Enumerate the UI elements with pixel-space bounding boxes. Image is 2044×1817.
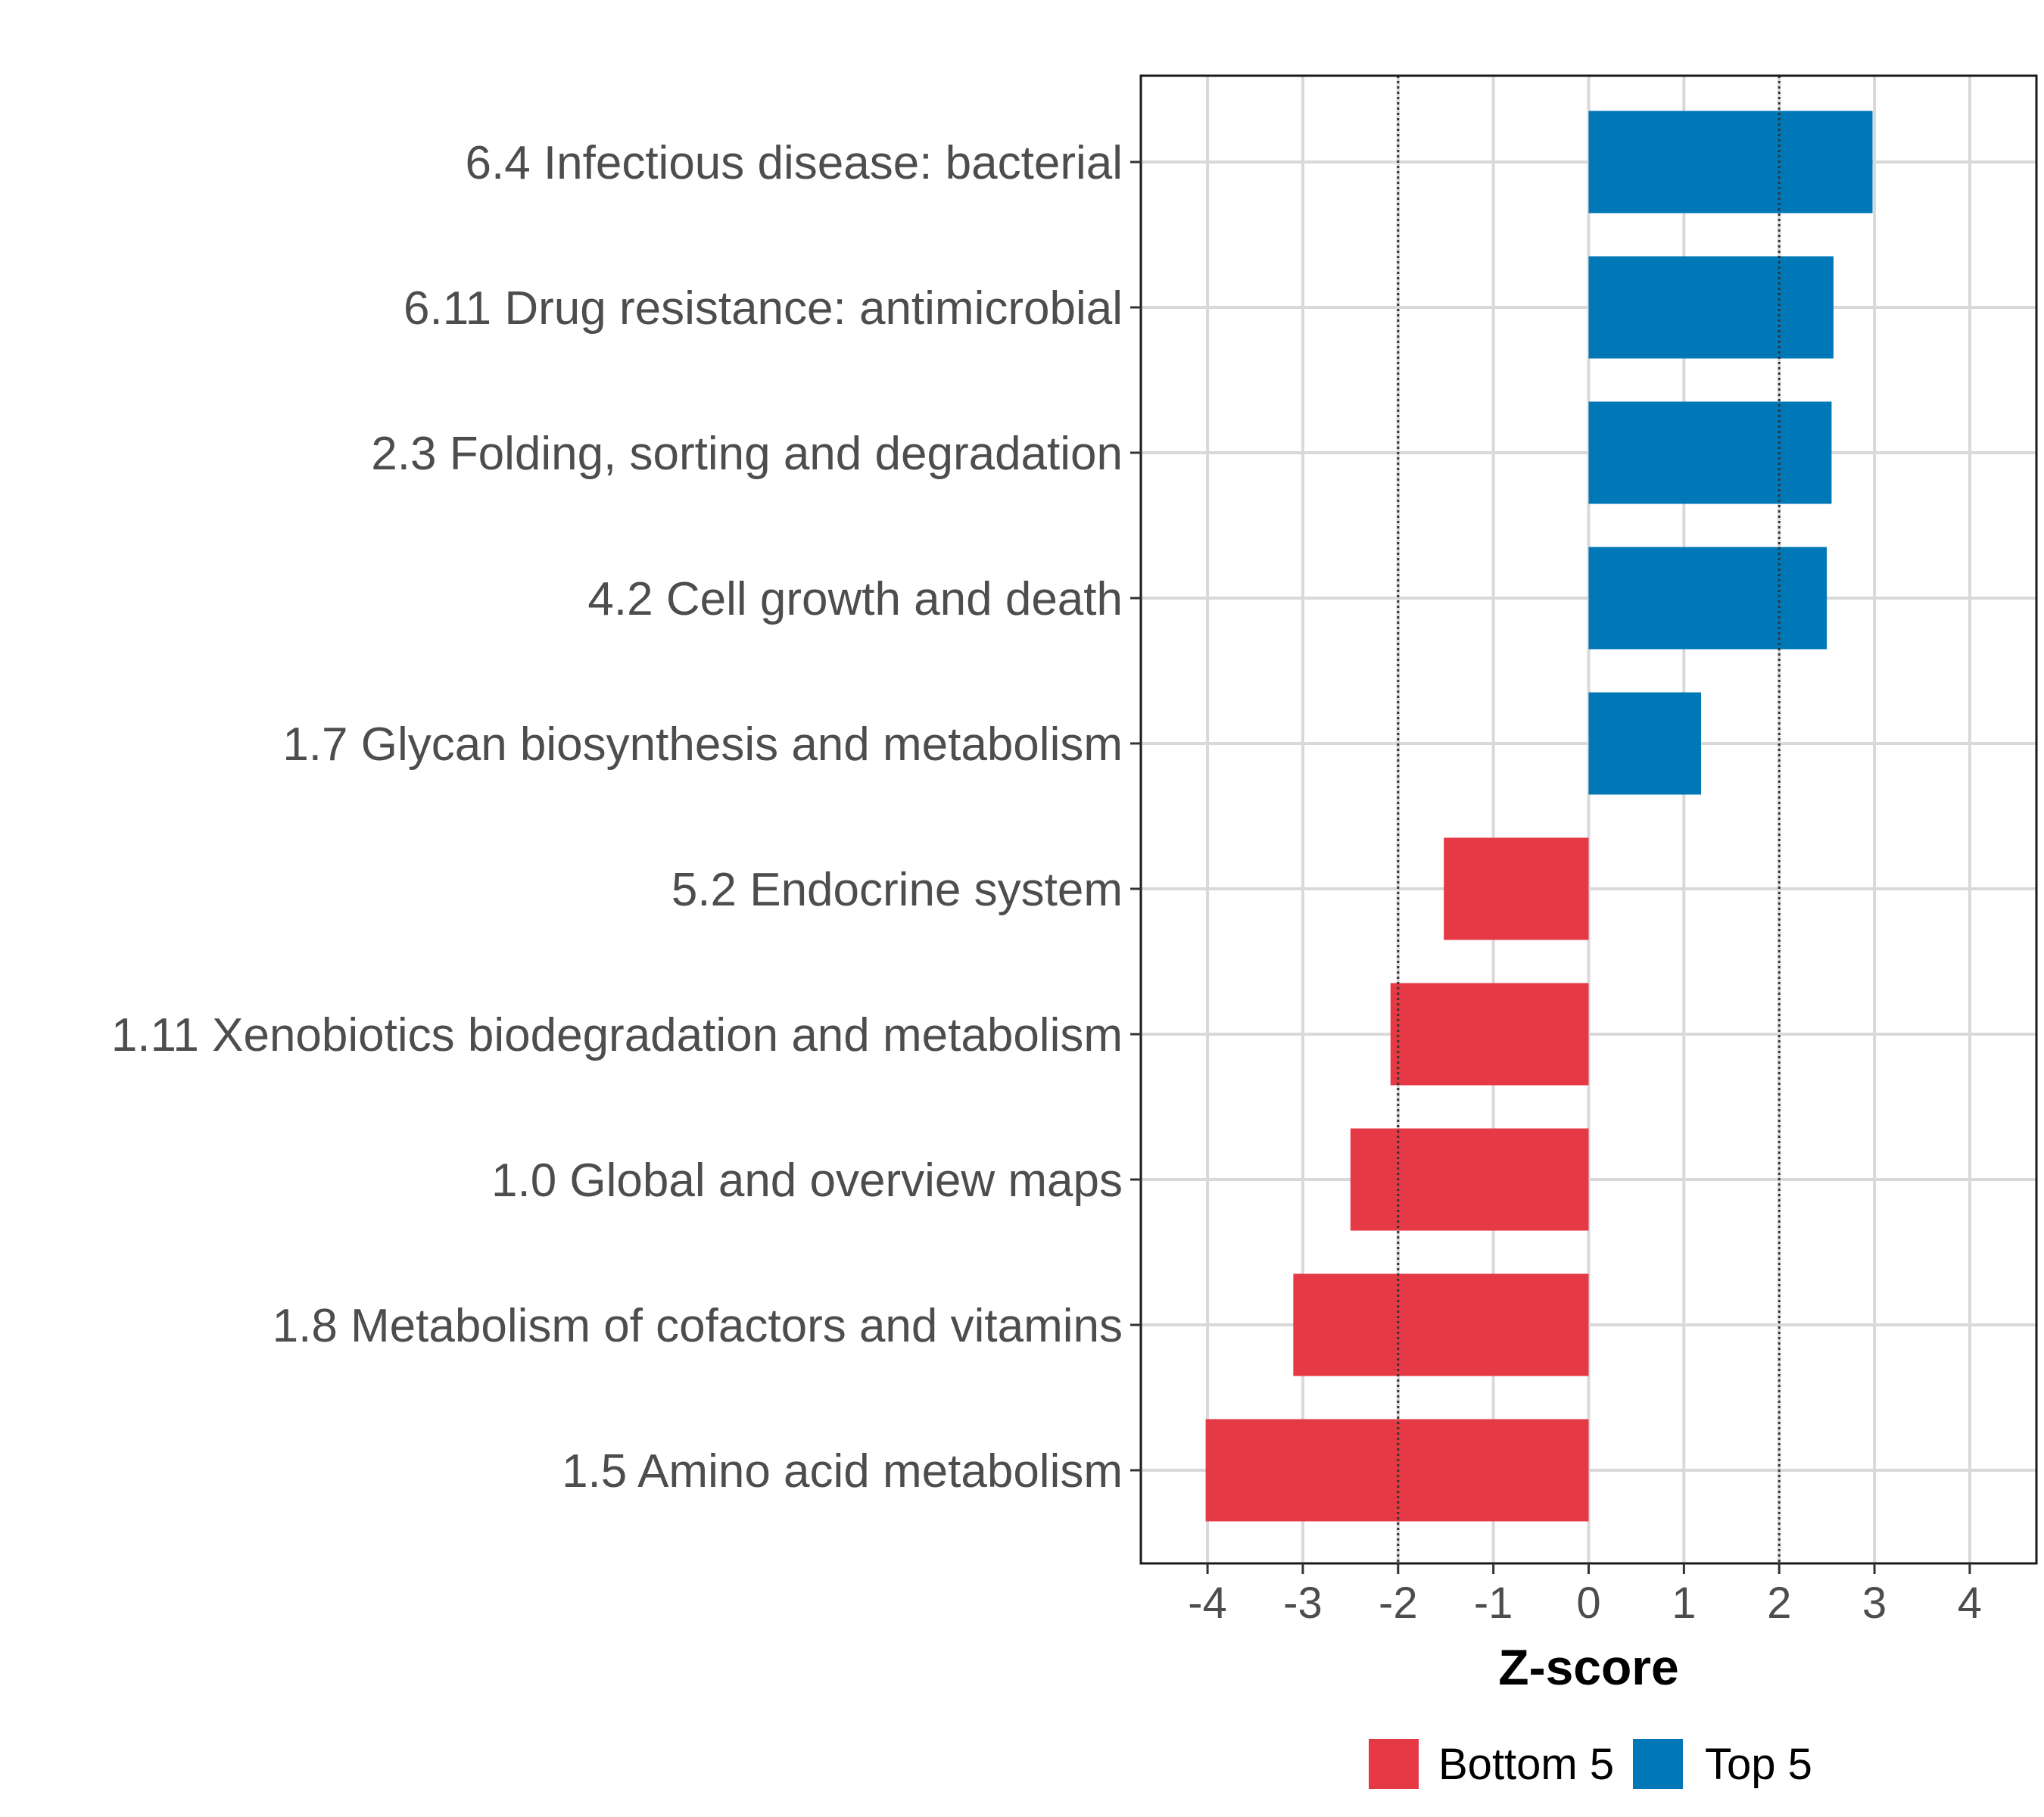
legend-label: Bottom 5 <box>1438 1740 1614 1789</box>
category-label: 1.0 Global and overview maps <box>491 1155 1123 1207</box>
bar-1 <box>1588 111 1873 213</box>
category-label: 1.11 Xenobiotics biodegradation and meta… <box>111 1009 1123 1061</box>
bar-2 <box>1588 256 1834 359</box>
category-label: 1.5 Amino acid metabolism <box>562 1445 1123 1498</box>
bar-9 <box>1293 1273 1589 1376</box>
bar-7 <box>1390 983 1589 1086</box>
x-axis-title: Z-score <box>1498 1639 1678 1695</box>
bar-8 <box>1350 1128 1589 1231</box>
legend-swatch-bottom-5 <box>1369 1739 1419 1789</box>
category-label: 6.4 Infectious disease: bacterial <box>465 137 1123 189</box>
x-tick-label: 1 <box>1672 1579 1696 1628</box>
legend: Bottom 5 Top 5 <box>1369 1739 1812 1789</box>
category-label: 4.2 Cell growth and death <box>587 573 1123 625</box>
x-tick-label: 3 <box>1862 1579 1887 1628</box>
category-label: 1.7 Glycan biosynthesis and metabolism <box>282 718 1123 771</box>
bar-3 <box>1588 401 1832 504</box>
reference-lines <box>1397 76 1781 1563</box>
x-tick-label: 0 <box>1576 1579 1600 1628</box>
axis-layer: 6.4 Infectious disease: bacterial 6.11 Dr… <box>111 137 1982 1628</box>
bar-4 <box>1588 547 1827 650</box>
x-tick-label: -2 <box>1379 1579 1418 1628</box>
legend-swatch-top-5 <box>1633 1739 1683 1789</box>
bar-5 <box>1588 692 1702 795</box>
x-tick-label: -4 <box>1188 1579 1227 1628</box>
x-tick-label: 4 <box>1958 1579 1982 1628</box>
category-label: 6.11 Drug resistance: antimicrobial <box>404 282 1123 335</box>
category-label: 2.3 Folding, sorting and degradation <box>371 428 1123 480</box>
category-label: 5.2 Endocrine system <box>671 864 1123 916</box>
x-tick-label: 2 <box>1767 1579 1791 1628</box>
category-label: 1.8 Metabolism of cofactors and vitamins <box>273 1300 1123 1352</box>
x-tick-label: -3 <box>1283 1579 1323 1628</box>
legend-label: Top 5 <box>1705 1740 1812 1789</box>
x-tick-label: -1 <box>1474 1579 1513 1628</box>
bar-6 <box>1444 837 1589 940</box>
